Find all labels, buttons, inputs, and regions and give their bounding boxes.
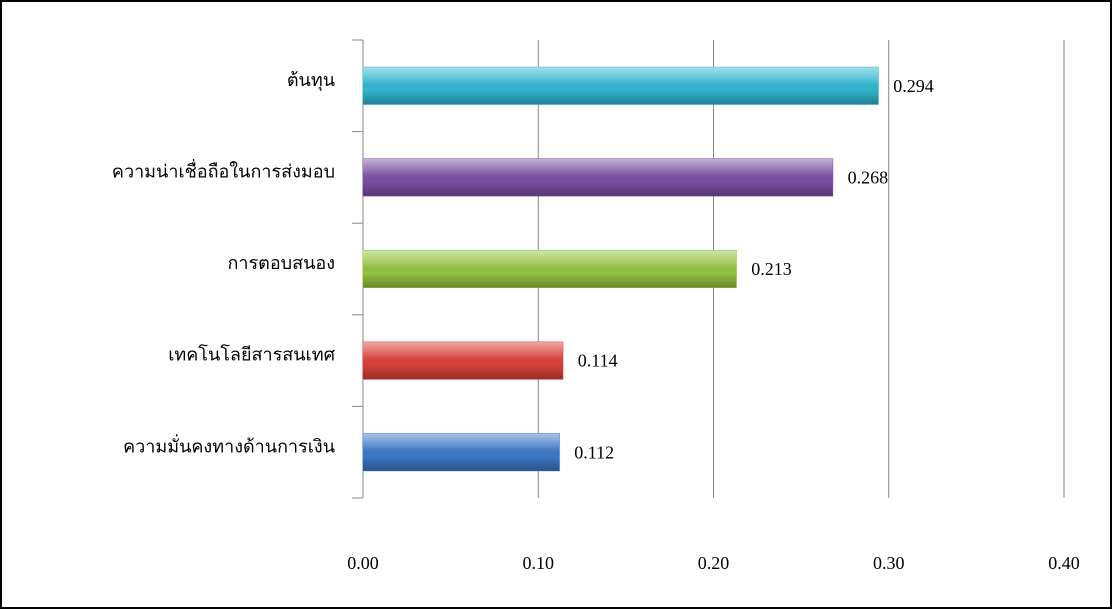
x-tick-label: 0.40 <box>1048 553 1080 573</box>
y-tick-label: ต้นทุน <box>287 70 335 91</box>
bar-shine <box>363 67 879 105</box>
bar-shine <box>363 158 833 196</box>
y-tick-label: ความมั่นคงทางด้านการเงิน <box>123 433 335 456</box>
bar-shine <box>363 433 560 471</box>
y-tick-label: การตอบสนอง <box>228 253 336 273</box>
y-tick-label: เทคโนโลยีสารสนเทศ <box>168 344 335 365</box>
data-label: 0.294 <box>893 76 934 96</box>
bar-shine <box>363 342 563 380</box>
y-tick-label: ความน่าเชื่อถือในการส่งมอบ <box>112 159 335 182</box>
data-label: 0.114 <box>578 351 618 371</box>
x-tick-label: 0.20 <box>698 553 730 573</box>
data-label: 0.112 <box>574 442 614 462</box>
bar-shine <box>363 250 737 288</box>
data-label: 0.268 <box>848 168 889 188</box>
x-tick-label: 0.30 <box>873 553 905 573</box>
data-label: 0.213 <box>751 259 792 279</box>
x-tick-label: 0.00 <box>347 553 379 573</box>
x-tick-label: 0.10 <box>523 553 555 573</box>
